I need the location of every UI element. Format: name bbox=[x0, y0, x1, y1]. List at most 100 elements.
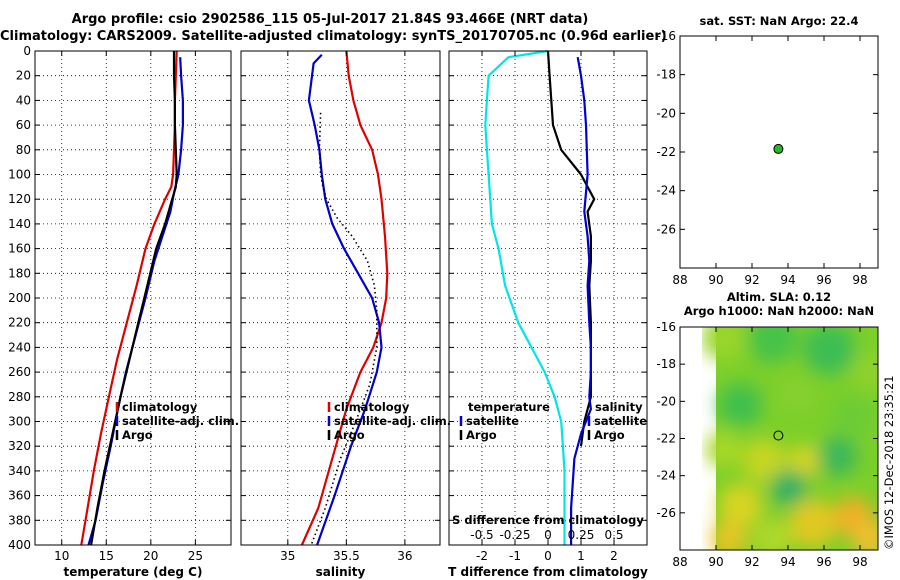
salinity-legend-climatology-label: climatology bbox=[334, 400, 410, 414]
sla-heatmap-cell-15 bbox=[710, 520, 747, 550]
sla_map-xtick-label: 88 bbox=[672, 555, 687, 569]
temperature-ytick-label: 200 bbox=[8, 291, 31, 305]
salinity-legend-satellite-label: satellite-adj. clim. bbox=[334, 414, 451, 428]
sst_map-panel: 88 90 92 94 96 98 -16 -18 -20 -22 -24 -26 sat. SST: … bbox=[656, 14, 879, 287]
sst_map-ytick-label: -18 bbox=[656, 68, 676, 82]
temperature-xtick-label: 20 bbox=[143, 549, 158, 563]
salinity-xtick-label: 36 bbox=[397, 549, 412, 563]
temperature-xtick-label: 25 bbox=[188, 549, 203, 563]
temperature-legend-climatology-label: climatology bbox=[122, 400, 198, 414]
sla_map-xtick-label: 90 bbox=[708, 555, 723, 569]
sst_map-xtick-label: 96 bbox=[816, 273, 831, 287]
sla_map-title-0: Altim. SLA: 0.12 bbox=[727, 290, 831, 304]
sla-heatmap bbox=[702, 327, 878, 550]
difference-xtick-label: 1 bbox=[577, 549, 585, 563]
figure-title-line2: Climatology: CARS2009. Satellite-adjuste… bbox=[0, 29, 667, 44]
difference-series-0 bbox=[484, 49, 566, 545]
sla_map-title-1: Argo h1000: NaN h2000: NaN bbox=[684, 304, 874, 318]
temperature-ytick-label: 260 bbox=[8, 365, 31, 379]
sst_map-xtick-label: 90 bbox=[708, 273, 723, 287]
temperature-ytick-label: 100 bbox=[8, 168, 31, 182]
difference-xlabel: T difference from climatology bbox=[448, 565, 648, 579]
sst_map-argo-marker-0 bbox=[773, 143, 784, 154]
diff-top-axis-tick-label: -0.5 bbox=[470, 528, 493, 542]
temperature-xtick-label: 10 bbox=[54, 549, 69, 563]
diff-legend-sal-argo-label: Argo bbox=[594, 428, 625, 442]
sla-heatmap-cell-10 bbox=[817, 436, 858, 477]
temperature-series-1 bbox=[87, 57, 184, 546]
sla-heatmap-cell-17 bbox=[851, 520, 878, 550]
temperature-ytick-label: 380 bbox=[8, 513, 31, 527]
sla_map-ytick-label: -18 bbox=[656, 357, 676, 371]
salinity-panel: 35 35.5 36 salinity climatologysatellite-adj… bbox=[240, 50, 451, 579]
temperature-ytick-label: 180 bbox=[8, 266, 31, 280]
temperature-series-2 bbox=[90, 51, 178, 546]
sla_map-xtick-label: 92 bbox=[744, 555, 759, 569]
sla-heatmap-cell-13 bbox=[789, 499, 838, 548]
salinity-xtick-label: 35.5 bbox=[333, 549, 360, 563]
salinity-legend-argo-label: Argo bbox=[334, 428, 365, 442]
sst_map-title-0: sat. SST: NaN Argo: 22.4 bbox=[699, 14, 858, 28]
temperature-xlabel: temperature (deg C) bbox=[64, 565, 203, 579]
difference-xtick-label: 0 bbox=[544, 549, 552, 563]
sst_map-xtick-label: 98 bbox=[852, 273, 867, 287]
sst_map-xtick-label: 94 bbox=[780, 273, 795, 287]
diff-top-axis-tick-label: -0.25 bbox=[499, 528, 530, 542]
figure-title-line1: Argo profile: csio 2902586_115 05-Jul-20… bbox=[71, 12, 589, 27]
diff-top-axis-tick-label: 0.5 bbox=[604, 528, 623, 542]
sla_map-ytick-label: -26 bbox=[656, 506, 676, 520]
difference-xtick-label: 2 bbox=[610, 549, 618, 563]
difference-xtick-label: -1 bbox=[509, 549, 521, 563]
temperature-ytick-label: 320 bbox=[8, 439, 31, 453]
diff-legend-salinity-header: salinity bbox=[595, 400, 643, 414]
temperature-ytick-label: 340 bbox=[8, 464, 31, 478]
salinity-axes-frame bbox=[240, 50, 441, 546]
sla_map-xtick-label: 98 bbox=[852, 555, 867, 569]
temperature-ytick-label: 300 bbox=[8, 415, 31, 429]
sla_map-xtick-label: 94 bbox=[780, 555, 795, 569]
sla-heatmap-cell-4 bbox=[718, 383, 763, 428]
difference-panel: -2 -1 0 1 2 T difference from climatology temp… bbox=[448, 49, 648, 579]
temperature-ytick-label: 400 bbox=[8, 538, 31, 552]
sla-heatmap-cell-2 bbox=[803, 327, 856, 376]
diff-legend-sal-satellite-label: satellite bbox=[594, 414, 647, 428]
sla-heatmap-cell-9 bbox=[789, 444, 822, 477]
salinity-xlabel: salinity bbox=[316, 565, 366, 579]
sla_map-xtick-label: 96 bbox=[816, 555, 831, 569]
sla-heatmap-cell-11 bbox=[770, 469, 807, 506]
temperature-xtick-label: 15 bbox=[99, 549, 114, 563]
temperature-ytick-label: 120 bbox=[8, 192, 31, 206]
sst_map-xtick-label: 88 bbox=[672, 273, 687, 287]
sla_map-argo-marker-0 bbox=[773, 430, 784, 441]
sst_map-ytick-label: -16 bbox=[656, 29, 676, 43]
salinity-series-1 bbox=[307, 53, 383, 546]
sla-heatmap-cell-5 bbox=[779, 375, 815, 412]
sla-heatmap-cell-0 bbox=[702, 327, 747, 361]
sla_map-ytick-label: -16 bbox=[656, 320, 676, 334]
temperature-ytick-label: 220 bbox=[8, 316, 31, 330]
salinity-series-2 bbox=[310, 112, 378, 546]
sla_map-panel: 88 90 92 94 96 98 -16 -18 -20 -22 -24 -26 Altim. SLA… bbox=[656, 290, 879, 569]
diff-legend-temp-argo-label: Argo bbox=[466, 428, 497, 442]
sla-heatmap-field bbox=[702, 327, 878, 550]
sla-heatmap-cell-12 bbox=[718, 483, 763, 528]
temperature-ytick-label: 20 bbox=[16, 69, 31, 83]
diff-legend-temp-satellite-label: satellite bbox=[466, 414, 519, 428]
temperature-ytick-label: 280 bbox=[8, 390, 31, 404]
difference-series-2 bbox=[569, 57, 593, 545]
sst_map-xtick-label: 92 bbox=[744, 273, 759, 287]
imos-credit: ©IMOS 12-Dec-2018 23:35:21 bbox=[882, 375, 896, 550]
diff-legend-temperature-header: temperature bbox=[468, 400, 550, 414]
temperature-ytick-label: 160 bbox=[8, 242, 31, 256]
temperature-ytick-label: 360 bbox=[8, 489, 31, 503]
temperature-legend-satellite-label: satellite-adj. clim. bbox=[122, 414, 239, 428]
sla_map-ytick-label: -22 bbox=[656, 432, 676, 446]
sst_map-ytick-label: -22 bbox=[656, 145, 676, 159]
temperature-ytick-label: 60 bbox=[16, 118, 31, 132]
salinity-series-0 bbox=[300, 50, 389, 546]
sla_map-ytick-label: -24 bbox=[656, 469, 676, 483]
sst_map-ytick-label: -20 bbox=[656, 106, 676, 120]
temperature-ytick-label: 0 bbox=[23, 44, 31, 58]
sst_map-ytick-label: -24 bbox=[656, 184, 676, 198]
sla_map-ytick-label: -20 bbox=[656, 394, 676, 408]
